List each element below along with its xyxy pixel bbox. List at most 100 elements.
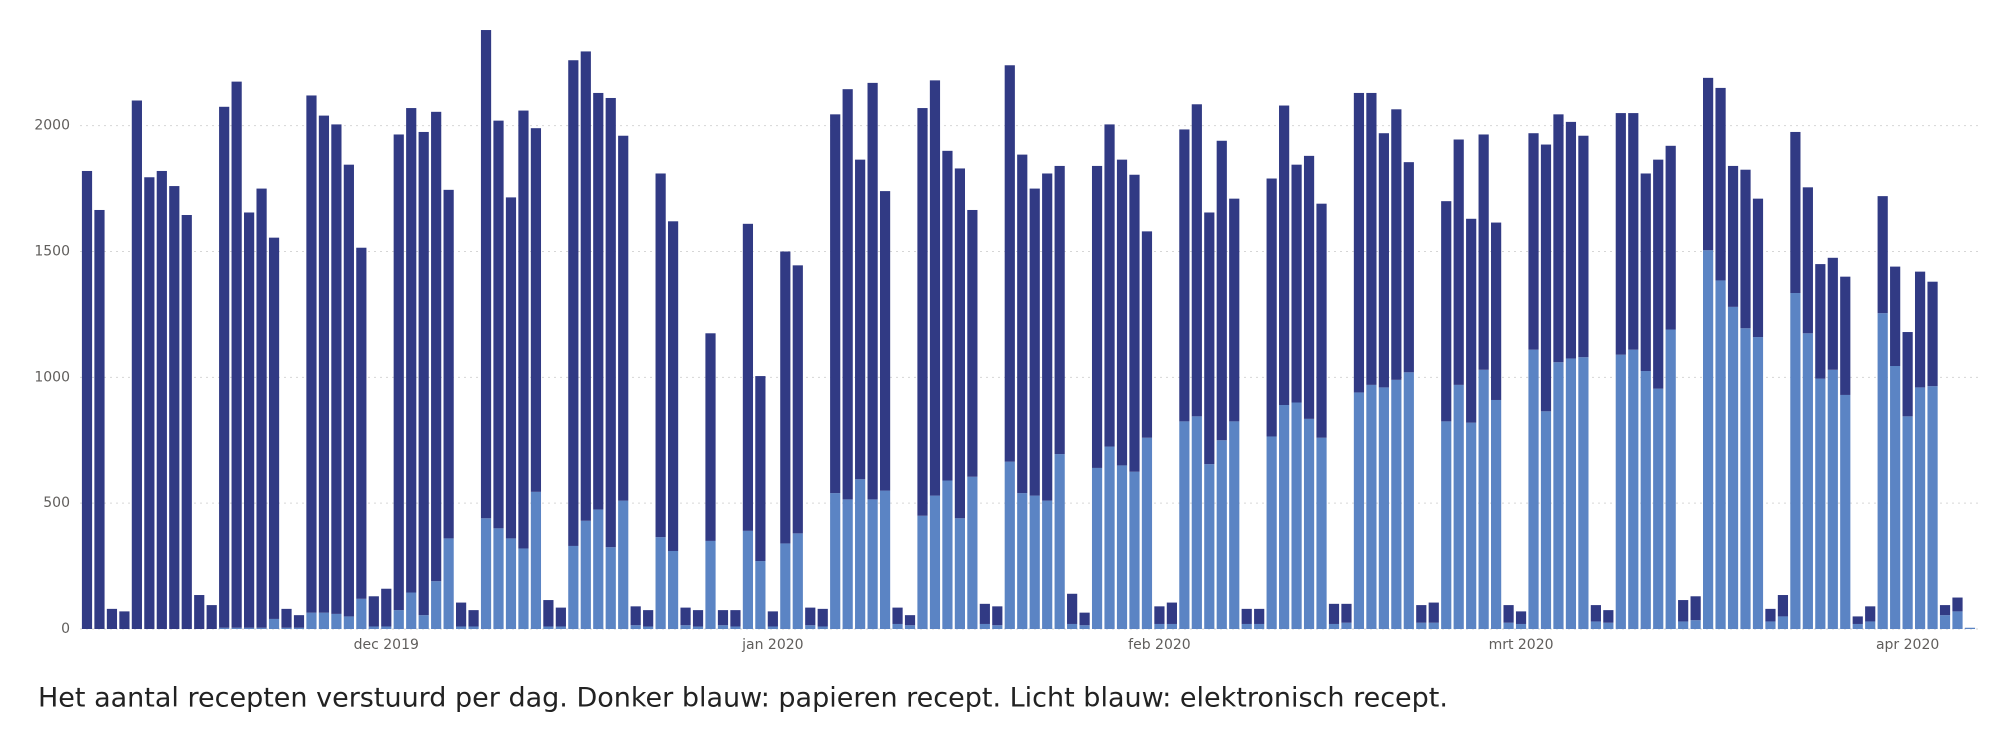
bar-segment <box>1690 620 1701 629</box>
y-tick-label: 0 <box>61 621 70 637</box>
bar-segment <box>343 616 354 629</box>
bar-segment <box>1565 358 1577 629</box>
bar-segment <box>1154 606 1165 624</box>
bar-segment <box>1453 384 1464 629</box>
bar-segment <box>1341 603 1352 623</box>
bar-segment <box>443 538 454 629</box>
bar-segment <box>705 333 716 541</box>
bar-segment <box>256 627 267 629</box>
bar-segment <box>1279 405 1290 629</box>
bar-segment <box>830 114 841 494</box>
bar-segment <box>131 100 142 629</box>
y-tick-label: 2000 <box>34 118 70 134</box>
bar-segment <box>1678 621 1689 629</box>
bar-segment <box>281 627 292 629</box>
bar-segment <box>1191 104 1202 417</box>
bar-segment <box>468 626 479 629</box>
bar-segment <box>630 625 641 629</box>
bar-segment <box>1266 436 1277 629</box>
bar-segment <box>742 530 754 629</box>
bar-segment <box>1416 605 1427 623</box>
bar-segment <box>1877 313 1888 629</box>
bar-segment <box>992 606 1003 626</box>
bar-segment <box>1054 454 1065 629</box>
bar-segment <box>331 124 342 614</box>
bar-segment <box>156 170 167 629</box>
bar-segment <box>879 191 891 491</box>
bar-segment <box>293 615 305 628</box>
bar-segment <box>530 128 542 492</box>
bar-segment <box>1503 622 1514 629</box>
bar-segment <box>1391 109 1402 380</box>
bar-segment <box>1303 418 1315 629</box>
bar-segment <box>393 610 404 629</box>
bar-segment <box>643 626 654 629</box>
bar-segment <box>194 595 205 629</box>
bar-segment <box>1927 281 1938 387</box>
bar-segment <box>1266 178 1277 437</box>
bar-segment <box>967 476 978 629</box>
bar-segment <box>356 247 367 599</box>
bar-segment <box>1303 155 1315 419</box>
bar-segment <box>618 135 629 501</box>
bar-segment <box>1640 371 1651 629</box>
bar-segment <box>1665 329 1676 629</box>
bar-segment <box>219 106 230 628</box>
bar-segment <box>1129 174 1140 472</box>
bar-segment <box>1802 333 1813 629</box>
bar-segment <box>1079 625 1090 629</box>
bar-segment <box>805 625 816 629</box>
bar-segment <box>268 237 280 619</box>
bar-segment <box>855 159 866 480</box>
bar-segment <box>892 623 903 629</box>
bar-segment <box>1453 139 1464 385</box>
x-tick-label: apr 2020 <box>1876 637 1939 653</box>
bar-segment <box>1740 328 1751 629</box>
bar-segment <box>318 115 330 613</box>
bar-segment <box>1328 623 1340 629</box>
bar-segment <box>1615 113 1626 355</box>
bar-segment <box>1204 464 1215 629</box>
bar-segment <box>318 612 330 629</box>
bar-segment <box>1902 416 1913 629</box>
bar-segment <box>730 610 741 627</box>
bar-segment <box>1565 121 1577 359</box>
x-tick-label: mrt 2020 <box>1489 637 1554 653</box>
bar-segment <box>1366 92 1377 385</box>
bar-segment <box>1852 616 1863 624</box>
bar-segment <box>792 533 803 629</box>
bar-segment <box>1528 133 1539 350</box>
bar-segment <box>730 626 741 629</box>
bar-segment <box>1204 212 1215 465</box>
bar-segment <box>1703 250 1714 629</box>
bar-segment <box>568 545 579 629</box>
bar-segment <box>1628 113 1639 350</box>
bar-segment <box>1740 169 1751 329</box>
bar-segment <box>904 615 916 626</box>
bar-segment <box>1042 173 1053 501</box>
bar-segment <box>1029 495 1040 629</box>
bar-segment <box>692 610 704 627</box>
bar-segment <box>530 491 542 629</box>
bar-segment <box>680 625 691 629</box>
bar-segment <box>817 626 828 629</box>
bar-segment <box>1328 603 1340 624</box>
bar-segment <box>1914 387 1926 629</box>
y-tick-label: 500 <box>43 495 70 511</box>
bar-segment <box>356 598 367 629</box>
bar-segment <box>655 173 666 538</box>
bar-segment <box>867 499 878 629</box>
bar-segment <box>219 627 230 629</box>
bar-segment <box>1765 608 1776 622</box>
bar-segment <box>1603 622 1614 629</box>
bar-segment <box>1752 198 1764 338</box>
bar-segment <box>1964 627 1976 629</box>
bar-segment <box>1491 399 1502 629</box>
bar-segment <box>1827 257 1838 370</box>
bar-segment <box>892 607 903 624</box>
bar-segment <box>368 626 379 629</box>
bar-segment <box>1091 165 1103 468</box>
bar-segment <box>1515 611 1527 624</box>
bar-segment <box>1578 135 1589 358</box>
